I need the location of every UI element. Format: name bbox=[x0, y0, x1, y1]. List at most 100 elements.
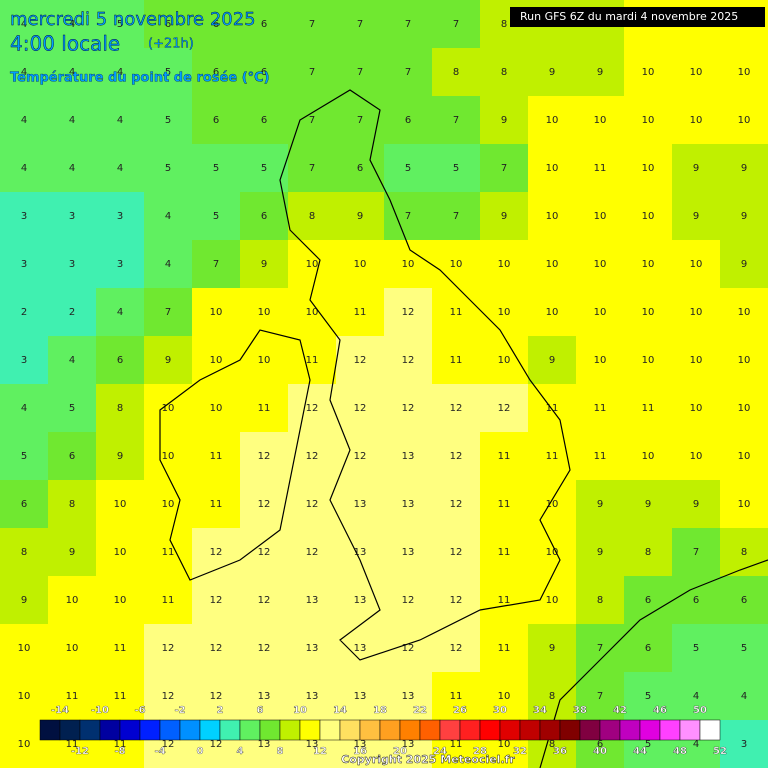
colorbar-swatch bbox=[239, 719, 261, 741]
field-cell bbox=[192, 96, 241, 145]
field-cell bbox=[576, 288, 625, 337]
value-label: 6 bbox=[69, 451, 75, 462]
value-label: 11 bbox=[210, 451, 223, 462]
value-label: 13 bbox=[306, 595, 319, 606]
field-cell bbox=[576, 48, 625, 97]
field-cell bbox=[432, 0, 481, 49]
field-cell bbox=[0, 624, 49, 673]
colorbar-swatch bbox=[499, 719, 521, 741]
field-cell bbox=[288, 288, 337, 337]
value-label: 12 bbox=[162, 691, 175, 702]
field-cell bbox=[672, 624, 721, 673]
field-cell bbox=[48, 48, 97, 97]
value-label: 8 bbox=[309, 211, 315, 222]
colorbar-swatch bbox=[519, 719, 541, 741]
field-cell bbox=[480, 144, 529, 193]
colorbar-swatch bbox=[159, 719, 181, 741]
field-cell bbox=[432, 528, 481, 577]
value-label: 3 bbox=[117, 211, 123, 222]
value-label: 3 bbox=[21, 259, 27, 270]
value-label: 7 bbox=[453, 211, 459, 222]
field-cell bbox=[96, 192, 145, 241]
field-cell bbox=[432, 144, 481, 193]
value-label: 11 bbox=[162, 595, 175, 606]
value-label: 10 bbox=[642, 67, 655, 78]
colorbar-label: 2 bbox=[217, 705, 224, 716]
value-label: 10 bbox=[594, 259, 607, 270]
value-label: 9 bbox=[597, 499, 603, 510]
field-cell bbox=[624, 480, 673, 529]
field-cell bbox=[336, 0, 385, 49]
field-cell bbox=[0, 240, 49, 289]
field-cell bbox=[192, 240, 241, 289]
colorbar-label: 32 bbox=[513, 746, 527, 757]
value-label: 12 bbox=[162, 739, 175, 750]
value-label: 5 bbox=[645, 739, 651, 750]
field-cell bbox=[720, 384, 768, 433]
value-label: 13 bbox=[354, 643, 367, 654]
value-label: 7 bbox=[453, 19, 459, 30]
field-cell bbox=[576, 384, 625, 433]
value-label: 6 bbox=[213, 115, 219, 126]
colorbar-label: 46 bbox=[653, 705, 667, 716]
field-cell bbox=[240, 480, 289, 529]
value-label: 8 bbox=[549, 739, 555, 750]
field-cell bbox=[0, 384, 49, 433]
field-cell bbox=[288, 192, 337, 241]
field-cell bbox=[144, 336, 193, 385]
value-label: 10 bbox=[258, 307, 271, 318]
value-label: 12 bbox=[450, 499, 463, 510]
field-cell bbox=[432, 624, 481, 673]
field-cell bbox=[672, 384, 721, 433]
field-cell bbox=[0, 144, 49, 193]
field-cell bbox=[96, 0, 145, 49]
field-cell bbox=[480, 624, 529, 673]
field-cell bbox=[240, 576, 289, 625]
field-cell bbox=[240, 192, 289, 241]
value-label: 13 bbox=[306, 643, 319, 654]
field-cell bbox=[432, 240, 481, 289]
value-label: 12 bbox=[450, 547, 463, 558]
value-label: 10 bbox=[162, 499, 175, 510]
field-cell bbox=[624, 336, 673, 385]
value-label: 7 bbox=[405, 211, 411, 222]
value-label: 9 bbox=[693, 499, 699, 510]
field-cell bbox=[288, 432, 337, 481]
colorbar-swatch bbox=[539, 719, 561, 741]
colorbar-label: 50 bbox=[693, 705, 707, 716]
field-cell bbox=[432, 48, 481, 97]
colorbar-label: -6 bbox=[134, 705, 145, 716]
colorbar-label: 4 bbox=[237, 746, 244, 757]
value-label: 10 bbox=[402, 259, 415, 270]
colorbar-swatch bbox=[639, 719, 661, 741]
field-cell bbox=[192, 336, 241, 385]
value-label: 9 bbox=[645, 499, 651, 510]
value-label: 10 bbox=[738, 307, 751, 318]
field-cell bbox=[480, 480, 529, 529]
value-label: 9 bbox=[501, 211, 507, 222]
value-label: 10 bbox=[114, 499, 127, 510]
value-label: 4 bbox=[117, 163, 123, 174]
value-label: 8 bbox=[21, 547, 27, 558]
field-cell bbox=[624, 144, 673, 193]
colorbar-swatch bbox=[59, 719, 81, 741]
colorbar-label: 22 bbox=[413, 705, 427, 716]
field-cell bbox=[384, 48, 433, 97]
field-cell bbox=[720, 720, 768, 768]
field-cell bbox=[0, 288, 49, 337]
value-label: 4 bbox=[165, 259, 171, 270]
field-cell bbox=[384, 576, 433, 625]
value-label: 13 bbox=[354, 547, 367, 558]
field-cell bbox=[720, 144, 768, 193]
field-cell bbox=[720, 576, 768, 625]
field-cell bbox=[144, 480, 193, 529]
field-cell bbox=[0, 576, 49, 625]
value-label: 6 bbox=[357, 163, 363, 174]
field-cell bbox=[432, 192, 481, 241]
value-label: 10 bbox=[690, 451, 703, 462]
value-label: 11 bbox=[594, 451, 607, 462]
value-label: 5 bbox=[165, 163, 171, 174]
value-label: 13 bbox=[402, 451, 415, 462]
field-cell bbox=[288, 576, 337, 625]
